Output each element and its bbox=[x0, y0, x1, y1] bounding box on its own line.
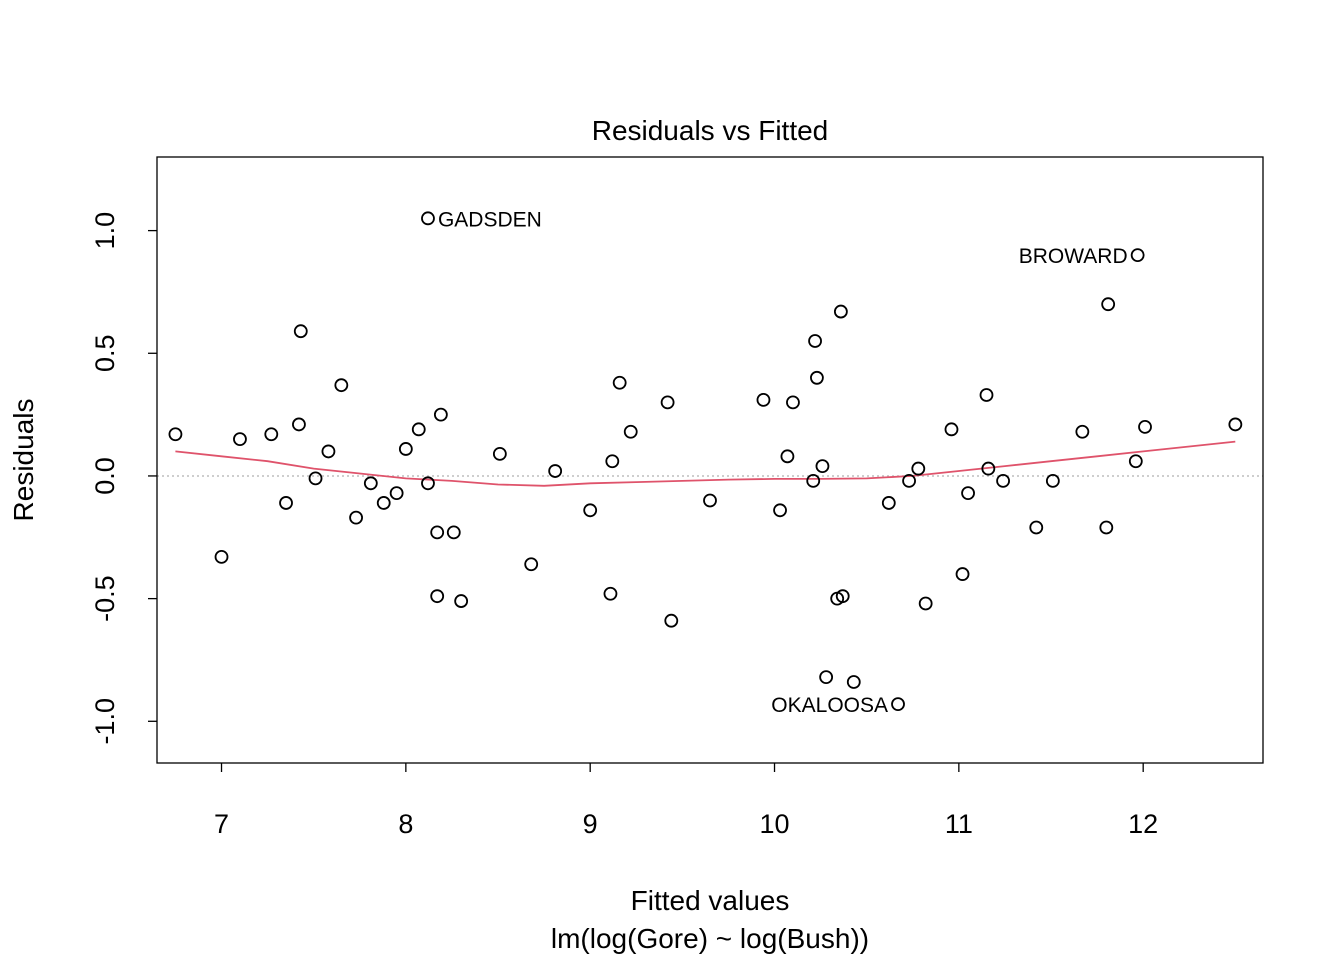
residual-point bbox=[1228, 417, 1243, 432]
residual-point bbox=[1138, 419, 1152, 434]
y-axis-label: Residuals bbox=[8, 399, 39, 522]
residual-point bbox=[1075, 424, 1090, 439]
residual-point bbox=[168, 427, 183, 442]
residual-point bbox=[264, 427, 279, 442]
residual-point bbox=[389, 486, 404, 501]
residual-point bbox=[279, 496, 293, 510]
residual-point bbox=[756, 392, 771, 407]
x-tick-label: 8 bbox=[398, 809, 413, 839]
residual-points bbox=[168, 211, 1243, 712]
residual-point bbox=[421, 211, 435, 226]
residual-point bbox=[524, 557, 539, 572]
residual-point bbox=[603, 586, 618, 601]
plot-frame bbox=[156, 156, 1264, 764]
residual-point bbox=[292, 417, 306, 432]
residual-point bbox=[1128, 454, 1143, 469]
residual-point bbox=[214, 550, 229, 564]
y-tick-label: 0.5 bbox=[90, 335, 120, 373]
residual-point bbox=[446, 525, 461, 540]
residual-point bbox=[660, 395, 675, 410]
residual-point bbox=[433, 407, 448, 422]
residual-point bbox=[808, 334, 822, 348]
x-tick-label: 9 bbox=[583, 809, 598, 839]
residual-point bbox=[308, 471, 323, 486]
residual-point bbox=[911, 461, 926, 476]
residual-point bbox=[583, 503, 598, 518]
y-tick-label: 1.0 bbox=[90, 212, 120, 250]
x-tick-label: 12 bbox=[1128, 809, 1158, 839]
y-tick-label: -0.5 bbox=[90, 575, 120, 622]
residual-point bbox=[891, 697, 905, 712]
x-axis-label: Fitted values bbox=[631, 885, 790, 916]
residual-point bbox=[835, 589, 850, 604]
residual-point bbox=[780, 449, 795, 464]
residual-point bbox=[1101, 297, 1116, 312]
y-tick-label: 0.0 bbox=[90, 457, 120, 495]
residual-point bbox=[815, 459, 830, 474]
residual-point bbox=[363, 476, 378, 491]
y-tick-label: -1.0 bbox=[90, 698, 120, 745]
residual-point bbox=[430, 525, 445, 540]
residual-point bbox=[349, 510, 363, 525]
x-tick-label: 11 bbox=[945, 809, 973, 839]
residual-point bbox=[605, 454, 620, 469]
point-annotation-label: BROWARD bbox=[1019, 245, 1128, 268]
residual-point bbox=[786, 395, 800, 410]
residual-point bbox=[703, 493, 717, 508]
residual-point bbox=[996, 473, 1010, 488]
residual-point bbox=[293, 324, 308, 339]
point-annotation-label: GADSDEN bbox=[438, 208, 542, 231]
residual-point bbox=[944, 422, 959, 437]
residual-point bbox=[1029, 520, 1044, 535]
residual-point bbox=[376, 496, 391, 510]
residual-point bbox=[398, 442, 413, 456]
residual-point bbox=[961, 486, 975, 501]
residual-point bbox=[810, 370, 824, 385]
residual-point bbox=[955, 567, 970, 581]
residual-point bbox=[612, 375, 627, 390]
residual-point bbox=[321, 444, 336, 459]
chart-title: Residuals vs Fitted bbox=[592, 115, 829, 146]
y-axis: -1.0 -0.5 0.0 0.5 1.0 bbox=[90, 212, 157, 745]
residual-point bbox=[846, 675, 861, 689]
residual-point bbox=[233, 432, 247, 447]
model-formula-subtitle: lm(log(Gore) ~ log(Bush)) bbox=[551, 923, 869, 954]
residual-point bbox=[1130, 248, 1145, 263]
smoothed-trend-line bbox=[175, 440, 1236, 487]
residual-point bbox=[623, 424, 638, 439]
residual-point bbox=[548, 464, 563, 478]
residual-point bbox=[454, 594, 469, 608]
x-axis: 7 8 9 10 11 12 bbox=[214, 763, 1158, 839]
residual-point bbox=[430, 589, 445, 604]
residual-point bbox=[979, 388, 994, 402]
residual-point bbox=[492, 446, 507, 461]
point-annotation-label: OKALOOSA bbox=[771, 694, 888, 717]
residual-point bbox=[918, 596, 933, 611]
x-tick-label: 7 bbox=[214, 809, 229, 839]
residual-point bbox=[819, 670, 834, 685]
residual-point bbox=[833, 304, 848, 319]
residual-point bbox=[881, 496, 896, 510]
x-tick-label: 10 bbox=[759, 809, 789, 839]
residual-point bbox=[773, 503, 787, 518]
residual-point bbox=[334, 378, 349, 393]
residual-point bbox=[981, 461, 996, 476]
residual-point bbox=[421, 476, 435, 491]
residual-point bbox=[1045, 473, 1060, 488]
point-annotations: GADSDEN BROWARD OKALOOSA bbox=[438, 208, 1128, 717]
residual-point bbox=[1099, 520, 1114, 535]
residual-point bbox=[411, 422, 426, 437]
residual-point bbox=[664, 613, 679, 628]
residual-point bbox=[806, 473, 821, 488]
residual-point bbox=[902, 473, 916, 488]
